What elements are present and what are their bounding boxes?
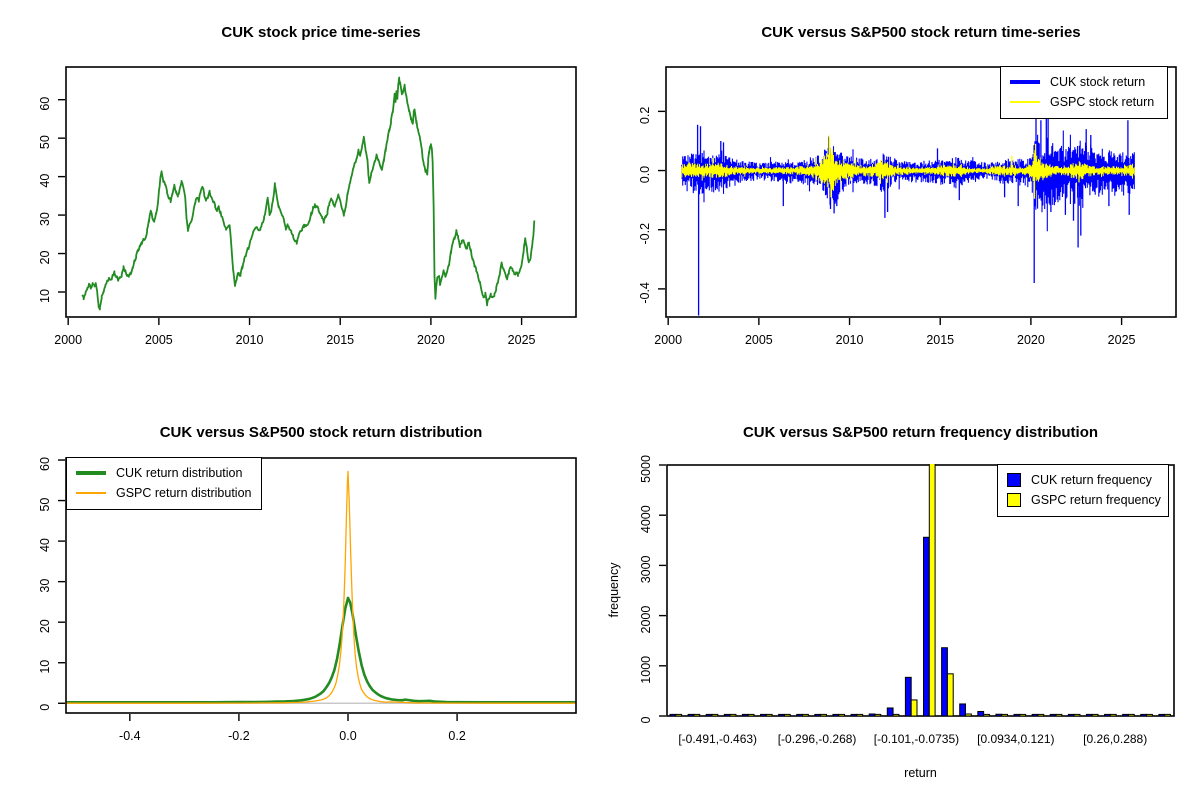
svg-text:0.2: 0.2: [638, 107, 652, 124]
svg-text:50: 50: [38, 498, 52, 512]
svg-text:0.0: 0.0: [339, 729, 356, 743]
svg-text:0: 0: [38, 704, 52, 711]
svg-text:2020: 2020: [1017, 333, 1045, 347]
legend-label: CUK return distribution: [116, 466, 243, 480]
legend-item: CUK return frequency: [1007, 470, 1159, 490]
legend-label: GSPC return frequency: [1031, 493, 1161, 507]
legend-label: CUK stock return: [1050, 75, 1146, 89]
svg-text:-0.4: -0.4: [119, 729, 141, 743]
svg-text:60: 60: [38, 457, 52, 471]
cuk-frequency-swatch-icon: [1007, 473, 1021, 487]
legend-label: GSPC stock return: [1050, 95, 1155, 109]
svg-text:30: 30: [38, 579, 52, 593]
panel-return-chart: CUK versus S&P500 stock return time-seri…: [600, 0, 1200, 400]
svg-text:3000: 3000: [639, 555, 653, 583]
svg-text:2000: 2000: [54, 333, 82, 347]
svg-text:2025: 2025: [508, 333, 536, 347]
legend-item: GSPC stock return: [1010, 92, 1158, 112]
return-legend: CUK stock return GSPC stock return: [1000, 66, 1168, 119]
svg-text:[0.0934,0.121): [0.0934,0.121): [977, 732, 1054, 746]
svg-text:5000: 5000: [639, 455, 653, 483]
panel-histogram-chart: CUK versus S&P500 return frequency distr…: [600, 400, 1200, 800]
svg-text:-0.2: -0.2: [228, 729, 250, 743]
svg-text:30: 30: [38, 212, 52, 226]
svg-text:[-0.101,-0.0735): [-0.101,-0.0735): [874, 732, 959, 746]
histogram-x-axis-label: return: [904, 766, 937, 780]
svg-text:2000: 2000: [639, 606, 653, 634]
svg-text:[-0.491,-0.463): [-0.491,-0.463): [678, 732, 757, 746]
svg-text:20: 20: [38, 619, 52, 633]
legend-item: GSPC return distribution: [76, 483, 252, 503]
panel-price-chart: CUK stock price time-series 10 20 30 40 50 60…: [0, 0, 600, 400]
cuk-return-line-swatch-icon: [1010, 80, 1040, 84]
price-chart-title: CUK stock price time-series: [221, 24, 421, 41]
svg-text:2015: 2015: [326, 333, 354, 347]
svg-text:10: 10: [38, 660, 52, 674]
svg-text:2010: 2010: [836, 333, 864, 347]
density-chart-title: CUK versus S&P500 stock return distribut…: [159, 424, 483, 441]
panel-density-chart: CUK versus S&P500 stock return distribut…: [0, 400, 600, 800]
svg-text:10: 10: [38, 289, 52, 303]
cuk-density-line-swatch-icon: [76, 471, 106, 475]
svg-text:40: 40: [38, 538, 52, 552]
legend-item: GSPC return frequency: [1007, 490, 1161, 510]
svg-text:2000: 2000: [654, 333, 682, 347]
histogram-chart-title: CUK versus S&P500 return frequency distr…: [742, 424, 1099, 441]
legend-label: GSPC return distribution: [116, 486, 252, 500]
svg-text:1000: 1000: [639, 656, 653, 684]
svg-text:0.0: 0.0: [638, 166, 652, 183]
svg-text:0: 0: [639, 716, 653, 723]
svg-text:2015: 2015: [926, 333, 954, 347]
histogram-legend: CUK return frequency GSPC return frequen…: [997, 464, 1169, 517]
svg-text:2005: 2005: [745, 333, 773, 347]
svg-text:4000: 4000: [639, 505, 653, 533]
svg-text:2020: 2020: [417, 333, 445, 347]
histogram-y-axis-label: frequency: [607, 562, 621, 618]
svg-text:-0.4: -0.4: [638, 282, 652, 304]
price-plot-svg: 10 20 30 40 50 60 2000 2005 2010 2015 2020 2025: [38, 66, 577, 347]
svg-text:0.2: 0.2: [448, 729, 465, 743]
svg-text:60: 60: [38, 97, 52, 111]
legend-label: CUK return frequency: [1031, 473, 1152, 487]
svg-text:40: 40: [38, 174, 52, 188]
return-chart-title: CUK versus S&P500 stock return time-seri…: [761, 24, 1081, 41]
gspc-return-line-swatch-icon: [1010, 101, 1040, 103]
svg-text:2010: 2010: [236, 333, 264, 347]
svg-text:20: 20: [38, 251, 52, 265]
gspc-density-line-swatch-icon: [76, 492, 106, 494]
return-plot-svg: -0.4 -0.2 0.0 0.2 2000 2005 2010 2015 2020 2025: [638, 66, 1177, 347]
legend-item: CUK return distribution: [76, 463, 252, 483]
density-plot-svg: 0 10 20 30 40 50 60 -0.4 -0.2 0.0 0.2: [38, 457, 577, 743]
histogram-plot-svg: 0 1000 2000 3000 4000 5000 [-0.491,-0.463) [-0.…: [639, 455, 1175, 746]
gspc-frequency-swatch-icon: [1007, 493, 1021, 507]
svg-text:-0.2: -0.2: [638, 223, 652, 245]
svg-text:[-0.296,-0.268): [-0.296,-0.268): [778, 732, 857, 746]
svg-text:[0.26,0.288): [0.26,0.288): [1083, 732, 1147, 746]
svg-text:2025: 2025: [1108, 333, 1136, 347]
legend-item: CUK stock return: [1010, 72, 1158, 92]
svg-text:2005: 2005: [145, 333, 173, 347]
density-legend: CUK return distribution GSPC return dist…: [66, 457, 262, 510]
svg-text:50: 50: [38, 135, 52, 149]
